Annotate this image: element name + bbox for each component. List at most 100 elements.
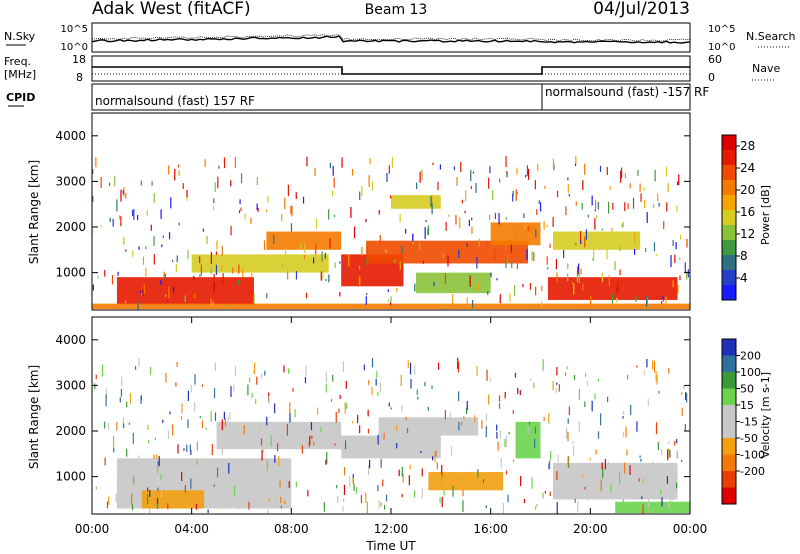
speckle-mark [202,228,205,232]
speckle-mark [408,475,410,486]
colorbar-swatch [722,255,736,271]
colorbar-tick-label: 200 [740,350,761,363]
speckle-mark [555,388,557,393]
nave-label: Nave [752,62,780,75]
speckle-mark [686,271,688,280]
speckle-mark [321,251,323,262]
speckle-mark [304,377,307,384]
speckle-mark [417,396,419,400]
speckle-mark [113,447,115,453]
speckle-mark [647,399,649,407]
speckle-mark [223,157,226,169]
speckle-mark [147,493,149,505]
speckle-mark [418,437,420,441]
speckle-mark [505,435,508,448]
speckle-mark [104,270,106,277]
speckle-mark [516,167,518,175]
speckle-mark [444,273,447,284]
speckle-mark [606,248,608,260]
echo-region-9 [547,277,678,300]
speckle-mark [573,283,575,295]
speckle-mark [336,484,338,489]
speckle-mark [418,242,421,251]
speckle-mark [267,509,269,514]
cpid-segment-2-text: normalsound (fast) -157 RF [545,85,709,99]
speckle-mark [330,399,333,402]
speckle-mark [573,445,575,456]
y-tick-label: 3000 [55,378,86,392]
speckle-mark [355,486,358,494]
speckle-mark [496,424,498,431]
speckle-mark [224,418,226,427]
speckle-mark [431,385,433,390]
speckle-mark [294,409,296,418]
speckle-mark [140,292,143,296]
speckle-mark [221,419,223,431]
speckle-mark [174,168,176,181]
speckle-mark [328,274,330,283]
speckle-mark [463,475,465,484]
speckle-mark [572,282,574,285]
speckle-mark [471,217,473,221]
speckle-mark [131,493,133,505]
speckle-mark [384,505,386,510]
speckle-mark [104,421,106,429]
speckle-mark [462,500,464,512]
colorbar-tick-label: 100 [740,366,761,379]
speckle-mark [433,282,435,287]
speckle-mark [594,200,597,209]
speckle-mark [611,227,613,232]
speckle-mark [125,249,127,252]
speckle-mark [274,403,276,414]
speckle-mark [255,398,257,404]
speckle-mark [92,169,94,174]
speckle-mark [388,299,390,302]
speckle-mark [661,497,663,507]
velocity-heatmap [116,417,690,514]
speckle-mark [158,456,160,467]
speckle-mark [509,293,511,303]
speckle-mark [634,231,636,243]
colorbar-swatch [722,135,736,151]
speckle-mark [316,407,319,415]
speckle-mark [183,447,185,452]
speckle-mark [398,469,400,477]
colorbar-tick-label: 50 [740,383,754,396]
speckle-mark [577,266,579,275]
speckle-mark [303,255,306,260]
speckle-mark [494,212,497,220]
speckle-mark [499,430,502,439]
speckle-mark [612,202,614,210]
speckle-mark [410,379,412,389]
speckle-mark [365,219,367,223]
speckle-mark [284,500,286,504]
speckle-mark [138,358,140,368]
colorbar-frame [721,134,737,301]
speckle-mark [405,416,407,421]
speckle-mark [534,426,537,434]
power-y-ticks: 1000 2000 3000 4000 [55,129,690,280]
speckle-mark [604,458,607,470]
speckle-mark [496,432,498,439]
speckle-mark [153,236,155,246]
speckle-mark [175,263,177,273]
speckle-mark [164,273,166,281]
speckle-mark [190,450,192,455]
speckle-mark [685,392,687,400]
speckle-mark [260,373,263,379]
speckle-mark [344,402,346,414]
speckle-mark [614,261,616,271]
speckle-mark [596,215,598,219]
colorbar-swatch [722,285,736,301]
speckle-mark [565,206,567,216]
speckle-mark [567,418,569,424]
speckle-mark [458,249,460,259]
speckle-mark [124,300,127,304]
speckle-mark [248,377,251,383]
echo-region-4 [341,435,441,459]
speckle-mark [616,287,618,293]
speckle-mark [343,467,346,476]
speckle-mark [424,227,426,239]
speckle-mark [510,244,513,253]
speckle-mark [379,235,381,245]
